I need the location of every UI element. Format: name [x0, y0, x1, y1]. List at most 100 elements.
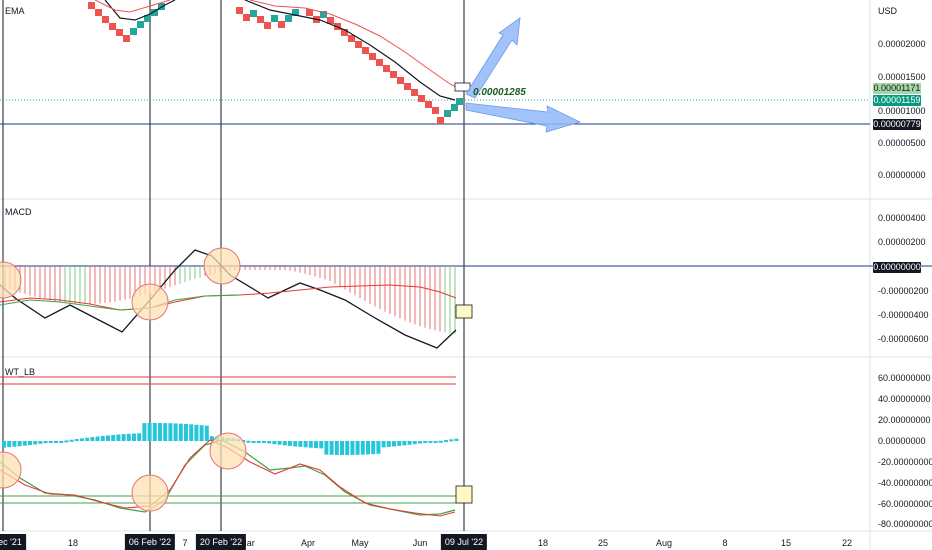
wt-histogram-bar: [38, 441, 43, 444]
wt-histogram-bar: [106, 435, 110, 441]
wt-histogram-bar: [272, 441, 277, 445]
wt-scale-label: -20.00000000: [878, 457, 932, 467]
wt-histogram-bar: [12, 441, 17, 447]
time-axis-label: 15: [780, 538, 792, 548]
wt-histogram-bar: [43, 441, 48, 444]
highlight-circle: [0, 261, 22, 299]
note-box: [455, 485, 473, 504]
ema-line: [244, 0, 456, 101]
wt-histogram-bar: [449, 439, 454, 442]
renko-brick: [116, 29, 123, 36]
wt-histogram-bar: [366, 441, 370, 455]
ema-slow-line: [249, 0, 459, 89]
wt-histogram-bar: [184, 423, 188, 441]
price-scale-label: 0.00000000: [878, 170, 926, 180]
wt-histogram-bar: [277, 441, 282, 445]
wt-histogram-bar: [381, 441, 386, 448]
wt-histogram-bar: [355, 441, 360, 455]
wt-histogram-bar: [85, 437, 90, 441]
wt-scale-label: 20.00000000: [878, 415, 931, 425]
renko-brick: [130, 28, 137, 35]
time-axis-label: 18: [537, 538, 549, 548]
ema-line: [104, 0, 176, 21]
right-projection-arrow: [465, 102, 582, 133]
time-tag-09jul: 09 Jul '22: [440, 534, 488, 550]
wt-histogram-bar: [428, 441, 433, 443]
wt-histogram-bar: [152, 423, 157, 441]
wt-histogram-bar: [54, 441, 58, 443]
ema-slow-line: [94, 0, 171, 13]
wt-histogram-bar: [407, 441, 412, 445]
wt-histogram-bar: [418, 441, 422, 444]
price-cursor-box: [454, 82, 471, 92]
last-price-tag-upper: 0.00001171: [873, 83, 921, 94]
renko-brick: [236, 7, 243, 14]
wt-histogram-bar: [282, 441, 287, 446]
pane-title-ema[interactable]: EMA: [5, 6, 25, 16]
renko-brick: [383, 65, 390, 72]
wt-histogram-bar: [121, 434, 126, 441]
wt-histogram-bar: [80, 438, 84, 441]
renko-brick: [95, 9, 102, 16]
wt-histogram-bar: [345, 441, 350, 455]
renko-brick: [257, 16, 264, 23]
renko-brick: [397, 77, 404, 84]
wt-histogram-bar: [397, 441, 402, 446]
wt-histogram-bar: [111, 434, 116, 441]
pane-title-wt[interactable]: WT_LB: [5, 367, 36, 377]
drawing-layer[interactable]: [0, 17, 582, 512]
time-tag-06feb: 06 Feb '22: [124, 534, 176, 550]
wt-histogram-bar: [376, 441, 381, 454]
wt-histogram-bar: [204, 425, 209, 441]
time-axis-label: 25: [597, 538, 609, 548]
wt-histogram-bar: [17, 441, 22, 447]
wt-histogram-bar: [251, 441, 256, 443]
renko-brick: [362, 47, 369, 54]
wt-histogram-bar: [64, 440, 69, 443]
note-box: [455, 304, 473, 319]
wt-histogram-bar: [319, 441, 324, 449]
renko-brick: [271, 15, 278, 22]
highlight-circle: [209, 432, 247, 470]
wt-histogram-bar: [444, 440, 448, 443]
renko-brick: [144, 15, 151, 22]
wt-histogram-bar: [194, 424, 199, 441]
macd-scale-label: -0.00000200: [878, 286, 929, 296]
wt-histogram-bar: [178, 423, 183, 441]
cursor-value-label: 0.00001285: [473, 87, 526, 98]
time-axis-label: Jun: [412, 538, 428, 548]
wt-histogram-bar: [95, 436, 100, 441]
renko-brick: [123, 35, 130, 42]
renko-brick: [451, 104, 458, 111]
wt-histogram-bar: [340, 441, 344, 455]
wt-histogram-bar: [412, 441, 417, 445]
time-axis-label: Mar: [239, 538, 255, 548]
wt-histogram-bar: [334, 441, 339, 455]
wt-histogram-bar: [293, 441, 298, 447]
price-scale-label: 0.00000500: [878, 138, 926, 148]
wt-histogram-bar: [116, 434, 121, 441]
renko-brick: [355, 41, 362, 48]
wt-histogram-bar: [392, 441, 396, 447]
wt-histogram-bar: [100, 435, 105, 441]
wt-histogram-bar: [423, 441, 428, 443]
wt-histogram-bar: [308, 441, 313, 448]
wt-histogram-bar: [288, 441, 292, 446]
highlight-circle: [0, 451, 22, 489]
pane-title-macd[interactable]: MACD: [5, 207, 32, 217]
renko-brick: [243, 14, 250, 21]
renko-brick: [418, 95, 425, 102]
wt-histogram-bar: [168, 423, 173, 441]
wt-histogram-bar: [386, 441, 391, 447]
renko-brick: [88, 2, 95, 9]
macd-aux-line: [0, 294, 241, 311]
price-scale-label: 0.00002000: [878, 39, 926, 49]
wt-histogram-bar: [371, 441, 376, 455]
wt-histogram-bar: [256, 441, 261, 443]
wt-histogram-bar: [454, 438, 459, 441]
macd-scale-label: -0.00000600: [878, 334, 929, 344]
wt-histogram-bar: [350, 441, 355, 455]
wt-histogram-bar: [33, 441, 38, 445]
